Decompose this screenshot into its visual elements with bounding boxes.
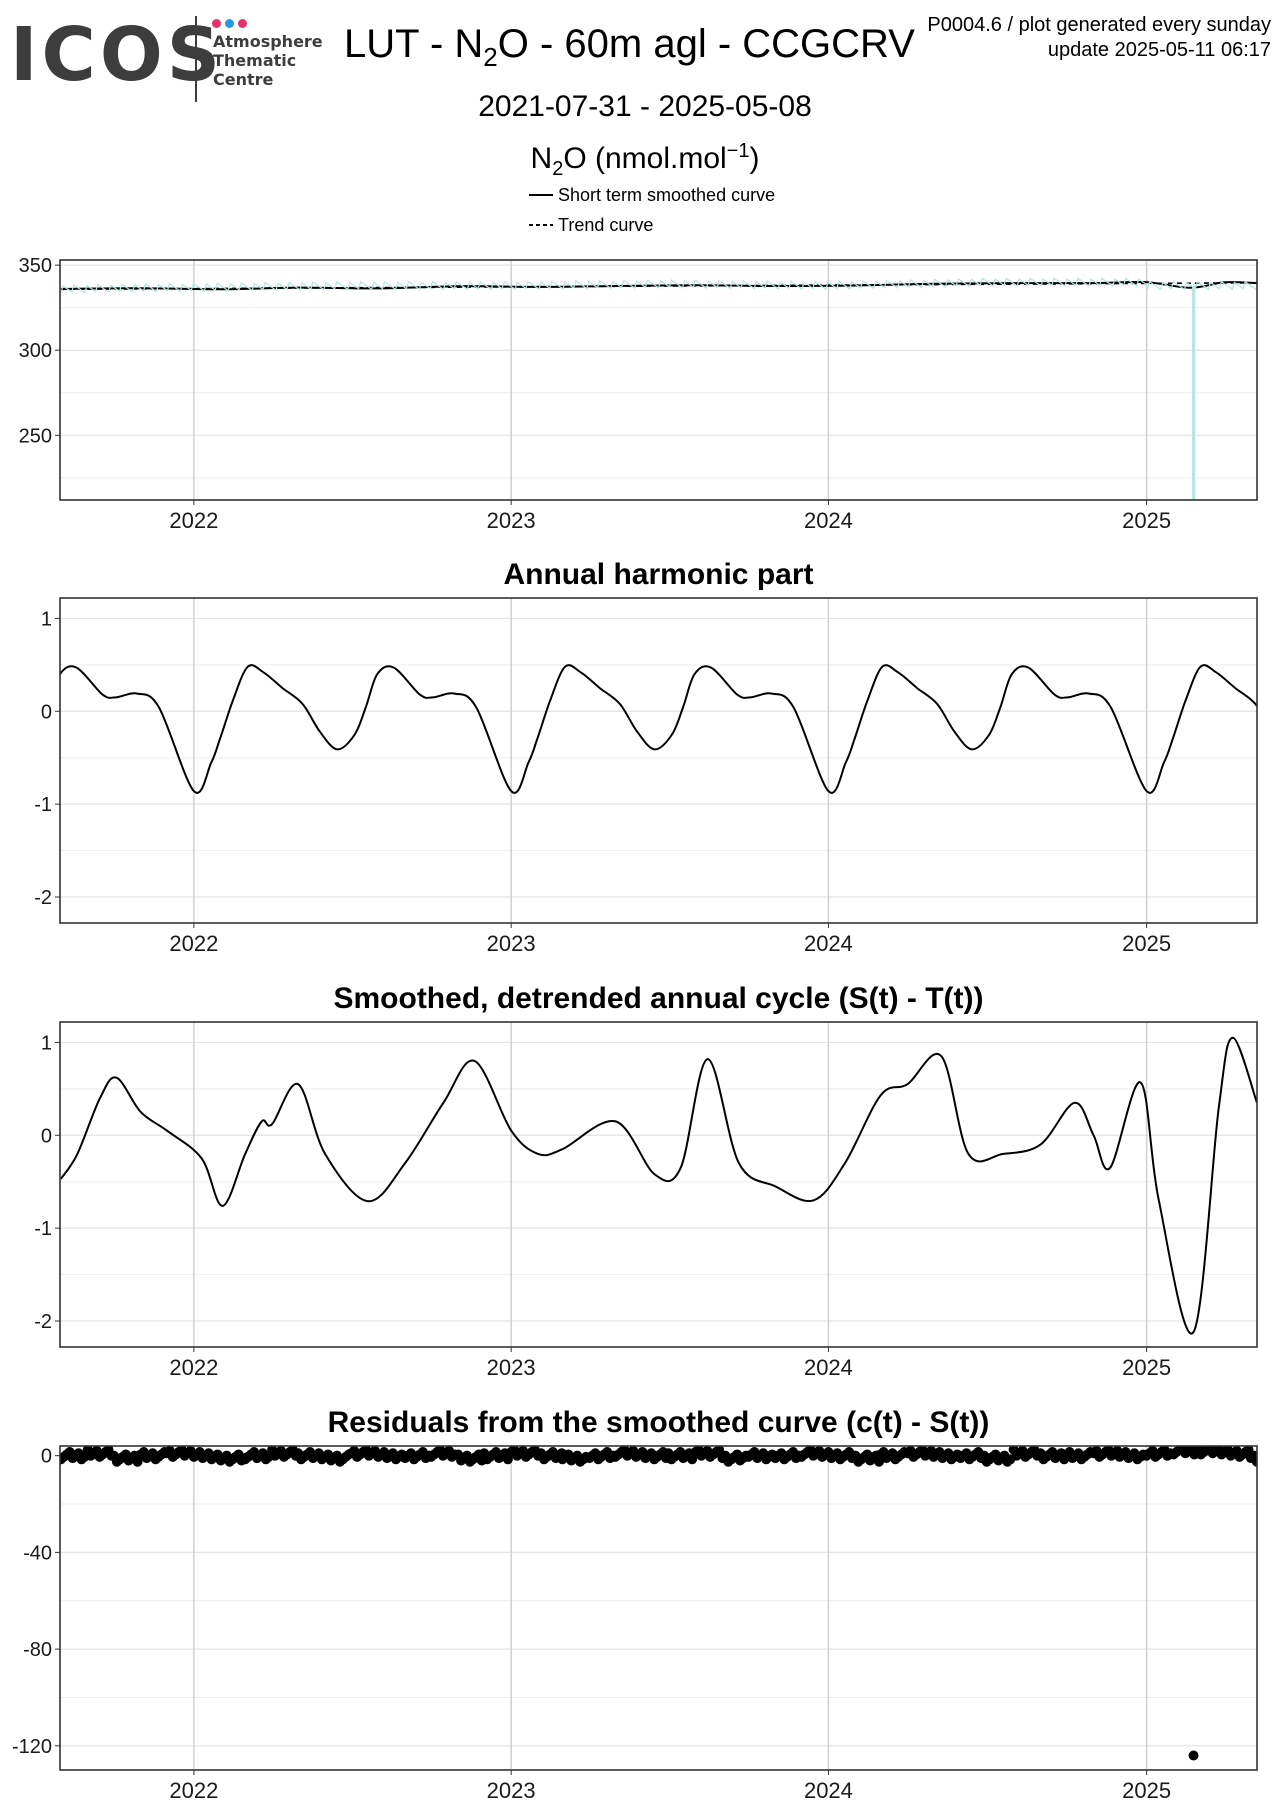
- residual-point: [1188, 1750, 1199, 1761]
- legend-dashed-line-icon: [529, 224, 553, 226]
- update-text: update 2025-05-11 06:17: [1047, 39, 1271, 61]
- logo-line-1: Atmosphere: [213, 32, 323, 51]
- legend-label: Short term smoothed curve: [558, 184, 776, 205]
- logo-dot: [225, 19, 234, 28]
- x-tick-label: 2025: [1122, 1355, 1171, 1380]
- header: ICOS Atmosphere Thematic Centre LUT - N2…: [0, 0, 1275, 250]
- y-tick-label: 300: [19, 340, 52, 362]
- y-tick-label: -1: [34, 794, 52, 816]
- chart-panel-4: Residuals from the smoothed curve (c(t) …: [12, 1406, 1258, 1800]
- unit-subscript: 2: [552, 158, 564, 180]
- title-prefix: LUT - N: [344, 22, 484, 66]
- page-title: LUT - N2O - 60m agl - CCGCRV: [344, 20, 915, 81]
- plot-area: [60, 1036, 1257, 1335]
- chart-panel-1: 250 300 350 2022 2023 2024 2025: [19, 255, 1258, 533]
- y-tick-label: -2: [34, 887, 52, 909]
- plot-area: [60, 1446, 1257, 1761]
- logo-dot: [238, 19, 247, 28]
- title-subscript: 2: [483, 42, 498, 72]
- unit-title: N2O (nmol.mol−1): [0, 140, 1275, 181]
- logo-dot: [212, 19, 221, 28]
- plot-info: P0004.6 / plot generated every sunday up…: [927, 13, 1271, 63]
- x-tick-label: 2023: [487, 508, 536, 533]
- y-tick-label: -80: [23, 1639, 52, 1661]
- legend-item-trend: Trend curve: [528, 210, 775, 240]
- chart-title: Smoothed, detrended annual cycle (S(t) -…: [333, 982, 983, 1015]
- x-tick-label: 2024: [804, 508, 853, 533]
- y-tick-label: -120: [12, 1736, 52, 1758]
- x-tick-label: 2025: [1122, 931, 1171, 956]
- title-suffix: O - 60m agl - CCGCRV: [497, 22, 915, 66]
- panel-frame: [59, 259, 1258, 501]
- residual-point: [1251, 1456, 1257, 1467]
- x-tick-label: 2022: [169, 1355, 218, 1380]
- unit-mid: O (nmol.mol: [563, 142, 727, 175]
- x-tick-label: 2024: [804, 1778, 853, 1800]
- y-tick-label: -2: [34, 1311, 52, 1333]
- y-tick-label: -1: [34, 1218, 52, 1240]
- y-tick-label: 0: [41, 1446, 52, 1468]
- x-tick-label: 2023: [487, 1355, 536, 1380]
- y-tick-label: 1: [41, 608, 52, 630]
- icos-logo-text: ICOS: [10, 12, 225, 98]
- logo-subtitle: Atmosphere Thematic Centre: [213, 32, 323, 89]
- unit-superscript: −1: [726, 140, 750, 162]
- plot-id-text: P0004.6 / plot generated every sunday: [927, 14, 1271, 36]
- x-tick-label: 2023: [487, 931, 536, 956]
- y-tick-label: -40: [23, 1542, 52, 1564]
- x-tick-label: 2024: [804, 1355, 853, 1380]
- panel-frame: [59, 1445, 1258, 1771]
- logo-dots-icon: [212, 15, 251, 33]
- annual-harmonic-line: [60, 664, 1257, 794]
- observation-line: [60, 277, 1257, 294]
- x-tick-label: 2025: [1122, 508, 1171, 533]
- y-tick-label: 0: [41, 1125, 52, 1147]
- y-tick-label: 1: [41, 1032, 52, 1054]
- y-tick-label: 350: [19, 255, 52, 277]
- legend-label: Trend curve: [558, 214, 654, 235]
- x-tick-label: 2022: [169, 1778, 218, 1800]
- logo-line-2: Thematic: [213, 51, 297, 70]
- smoothed-curve-line: [60, 1036, 1257, 1335]
- x-tick-label: 2022: [169, 931, 218, 956]
- chart-title: Annual harmonic part: [503, 558, 813, 591]
- chart-panel-3: Smoothed, detrended annual cycle (S(t) -…: [34, 982, 1258, 1380]
- x-tick-label: 2022: [169, 508, 218, 533]
- y-tick-label: 250: [19, 425, 52, 447]
- legend-item-smoothed: Short term smoothed curve: [528, 180, 775, 210]
- chart-panel-2: Annual harmonic part -2 -1 0 1 2022 2023 2024 20…: [34, 558, 1258, 956]
- panel-frame: [59, 597, 1258, 924]
- logo-line-3: Centre: [213, 70, 274, 89]
- plot-area: [60, 277, 1257, 500]
- x-tick-label: 2025: [1122, 1778, 1171, 1800]
- logo-divider: [195, 16, 197, 102]
- legend-solid-line-icon: [529, 194, 553, 196]
- x-tick-label: 2024: [804, 931, 853, 956]
- unit-suffix: ): [749, 142, 760, 175]
- panel-frame: [59, 1021, 1258, 1348]
- date-range: 2021-07-31 - 2025-05-08: [478, 90, 812, 123]
- legend: Short term smoothed curve Trend curve: [528, 180, 775, 240]
- unit-prefix: N: [530, 142, 553, 175]
- plot-area: [60, 664, 1257, 794]
- chart-title: Residuals from the smoothed curve (c(t) …: [328, 1406, 990, 1439]
- y-tick-label: 0: [41, 701, 52, 723]
- x-tick-label: 2023: [487, 1778, 536, 1800]
